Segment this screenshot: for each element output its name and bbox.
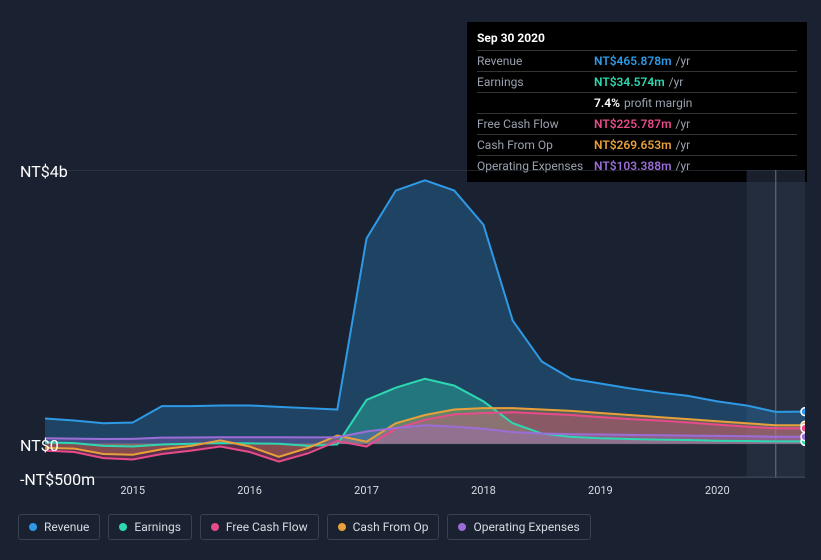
tooltip-row: Cash From OpNT$269.653m/yr [477,134,797,155]
tooltip-row-unit: profit margin [624,96,692,110]
x-tick-label: 2016 [237,484,262,497]
x-tick-label: 2018 [471,484,496,497]
legend-dot [338,523,346,531]
tooltip-date: Sep 30 2020 [477,28,797,50]
tooltip-row-label [477,96,594,110]
tooltip-row: RevenueNT$465.878m/yr [477,50,797,71]
x-tick-label: 2015 [120,484,145,497]
legend-dot [119,523,127,531]
x-tick-label: 2017 [354,484,379,497]
tooltip-row-label: Free Cash Flow [477,117,594,131]
legend-item[interactable]: Operating Expenses [447,514,590,540]
tooltip-row-label: Cash From Op [477,138,594,152]
tooltip-row-value: NT$34.574m [594,75,665,89]
series-end-marker [801,433,805,441]
tooltip-panel: Sep 30 2020 RevenueNT$465.878m/yrEarning… [467,22,807,182]
legend-dot [458,523,466,531]
tooltip-rows: RevenueNT$465.878m/yrEarningsNT$34.574m/… [477,50,797,176]
tooltip-row-label: Earnings [477,75,594,89]
tooltip-row-value: NT$225.787m [594,117,672,131]
x-tick-label: 2020 [705,484,730,497]
legend-item[interactable]: Earnings [108,514,192,540]
tooltip-row-label: Revenue [477,54,594,68]
tooltip-row: 7.4% profit margin [477,92,797,113]
y-tick-label: -NT$500m [20,470,95,489]
tooltip-row-value: NT$269.653m [594,138,672,152]
y-tick-label: NT$0 [20,436,59,455]
tooltip-row-unit: /yr [676,117,691,131]
legend-label: Earnings [134,520,181,534]
legend-label: Revenue [44,520,89,534]
legend-dot [29,523,37,531]
tooltip-row-value: 7.4% [594,96,620,110]
legend-dot [211,523,219,531]
chart-plot [45,170,805,478]
y-tick-label: NT$4b [20,162,68,181]
legend-item[interactable]: Revenue [18,514,100,540]
x-tick-label: 2019 [588,484,613,497]
tooltip-row: Free Cash FlowNT$225.787m/yr [477,113,797,134]
tooltip-row-value: NT$465.878m [594,54,672,68]
legend-item[interactable]: Free Cash Flow [200,514,319,540]
legend-label: Cash From Op [353,520,429,534]
tooltip-row-unit: /yr [676,138,691,152]
legend: Revenue Earnings Free Cash Flow Cash From O… [18,514,591,540]
series-end-marker [801,408,805,416]
legend-item[interactable]: Cash From Op [327,514,440,540]
tooltip-row-unit: /yr [669,75,684,89]
tooltip-row-unit: /yr [676,54,691,68]
legend-label: Free Cash Flow [226,520,308,534]
legend-label: Operating Expenses [473,520,579,534]
series-end-marker [801,424,805,432]
tooltip-row: EarningsNT$34.574m/yr [477,71,797,92]
